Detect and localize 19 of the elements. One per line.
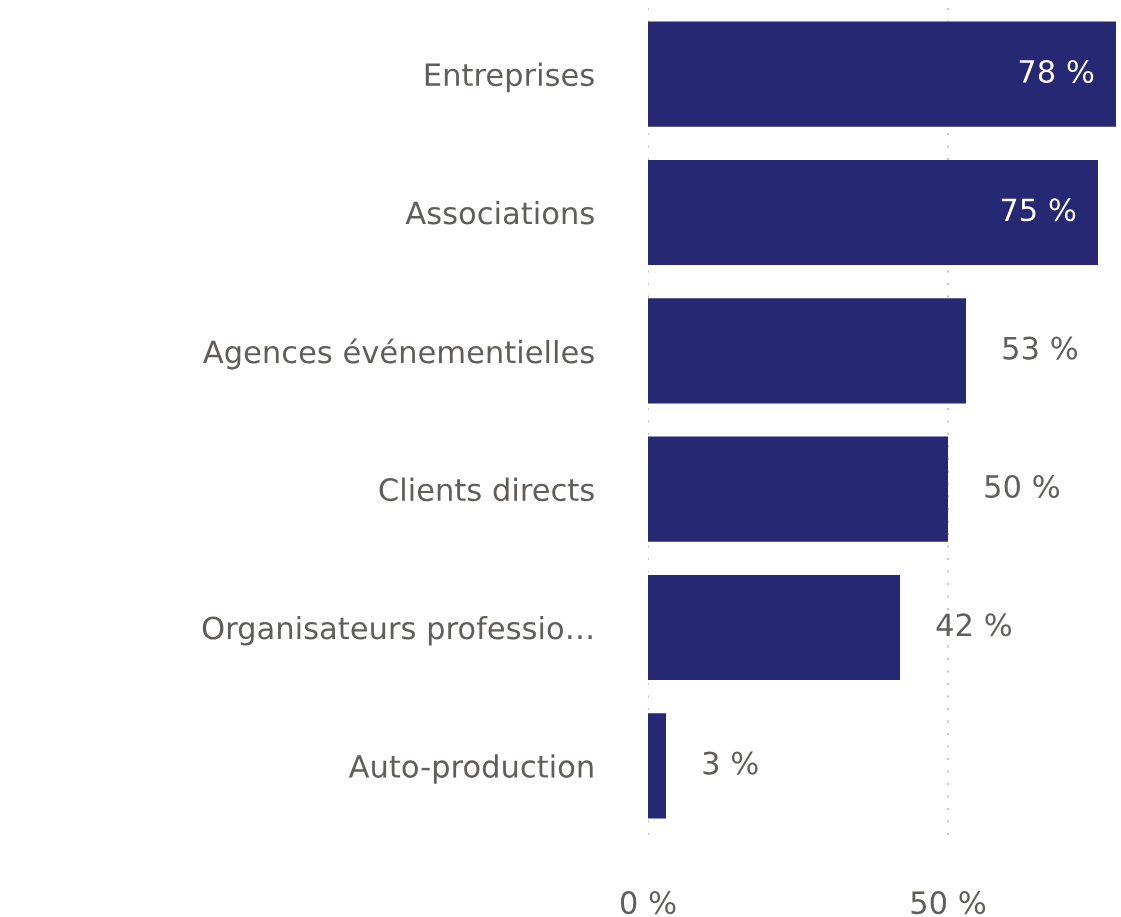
data-label: 50 % (985, 474, 1060, 499)
bar (648, 574, 900, 681)
x-tick-label: 0 % (620, 891, 676, 915)
data-label: 53 % (1003, 336, 1078, 360)
y-tick-label: Associations (405, 200, 594, 225)
data-label: 75 % (1001, 198, 1076, 222)
bar (648, 436, 948, 542)
bar (648, 21, 1116, 127)
y-tick-label: Auto-production (348, 754, 593, 784)
data-label: 78 % (1019, 59, 1094, 84)
bar (648, 298, 966, 404)
data-label: 42 % (936, 613, 1012, 637)
data-label: 3 % (703, 751, 758, 775)
y-tick-label: Organisateurs professio… (202, 615, 592, 646)
y-tick-label: Entreprises (425, 62, 594, 93)
bar (648, 159, 1098, 266)
y-tick-label: Agences événementielles (203, 338, 594, 370)
bar (648, 713, 666, 819)
y-tick-label: Clients directs (379, 477, 594, 502)
